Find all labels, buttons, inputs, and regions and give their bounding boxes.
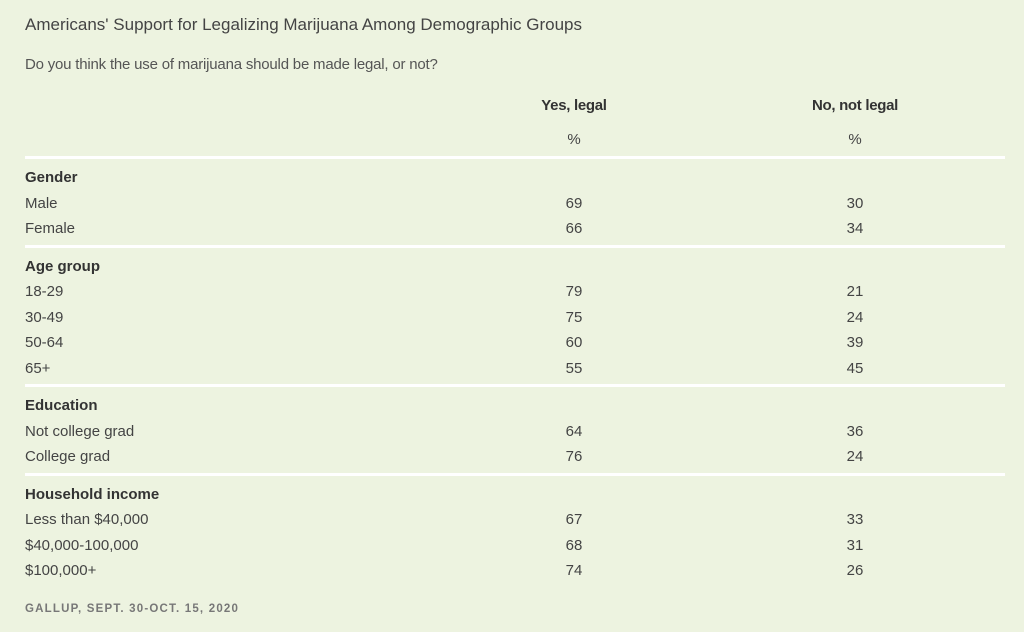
table-group: Education Not college grad 64 36 College gra… (25, 384, 1005, 473)
value-yes-legal: 75 (565, 308, 583, 326)
value-not-legal: 45 (846, 359, 864, 377)
column-unit-no: % (848, 131, 862, 148)
column-header-no: No, not legal (811, 97, 899, 114)
data-table: Gender Male 69 30 Female 66 34 Age group 18-29 79… (25, 156, 1005, 587)
table-group: Age group 18-29 79 21 30-49 75 24 50-64 60 39 65+ 5… (25, 244, 1005, 385)
group-heading: Education (25, 397, 98, 414)
table-subtitle: Do you think the use of marijuana should… (25, 56, 438, 73)
table-group: Gender Male 69 30 Female 66 34 (25, 156, 1005, 245)
table-row: College grad 76 24 (25, 444, 1005, 470)
value-not-legal: 31 (846, 536, 864, 554)
table-row: Female 66 34 (25, 216, 1005, 242)
row-label: 65+ (25, 359, 51, 377)
table-row: 50-64 60 39 (25, 330, 1005, 356)
value-yes-legal: 79 (565, 283, 583, 300)
table-row: 30-49 75 24 (25, 305, 1005, 331)
value-not-legal: 21 (846, 283, 864, 300)
row-label: 30-49 (25, 308, 64, 326)
row-label: Not college grad (25, 422, 135, 440)
value-not-legal: 33 (846, 511, 864, 528)
row-label: Female (25, 220, 76, 237)
row-label: College grad (25, 448, 111, 465)
value-not-legal: 24 (846, 308, 864, 326)
group-heading: Gender (25, 169, 78, 186)
table-row: 18-29 79 21 (25, 279, 1005, 305)
value-yes-legal: 64 (565, 422, 583, 440)
row-label: Male (25, 194, 58, 212)
table-row: 65+ 55 45 (25, 356, 1005, 382)
table-title: Americans' Support for Legalizing Mariju… (25, 15, 582, 34)
table-row: $40,000-100,000 68 31 (25, 533, 1005, 559)
table-group: Household income Less than $40,000 67 33 $40… (25, 472, 1005, 587)
value-yes-legal: 66 (565, 220, 583, 237)
table-row: Not college grad 64 36 (25, 419, 1005, 445)
value-yes-legal: 74 (565, 562, 583, 579)
value-not-legal: 34 (846, 220, 864, 237)
value-yes-legal: 76 (565, 448, 583, 465)
row-label: $40,000-100,000 (25, 536, 139, 554)
row-label: 50-64 (25, 334, 64, 351)
value-yes-legal: 69 (565, 194, 583, 212)
value-yes-legal: 55 (565, 359, 583, 377)
value-not-legal: 24 (846, 448, 864, 465)
column-header-yes: Yes, legal (541, 97, 607, 114)
value-yes-legal: 68 (565, 536, 583, 554)
row-label: 18-29 (25, 283, 64, 300)
table-row: Male 69 30 (25, 191, 1005, 217)
value-yes-legal: 60 (565, 334, 583, 351)
value-not-legal: 36 (846, 422, 864, 440)
group-heading: Household income (25, 485, 160, 503)
row-label: Less than $40,000 (25, 511, 149, 528)
source-note: GALLUP, SEPT. 30-OCT. 15, 2020 (25, 603, 240, 615)
value-not-legal: 30 (846, 194, 864, 212)
value-not-legal: 39 (846, 334, 864, 351)
table-row: $100,000+ 74 26 (25, 558, 1005, 584)
row-label: $100,000+ (25, 562, 97, 579)
table-row: Less than $40,000 67 33 (25, 507, 1005, 533)
value-yes-legal: 67 (565, 511, 583, 528)
column-unit-yes: % (567, 131, 581, 148)
value-not-legal: 26 (846, 562, 864, 579)
group-heading: Age group (25, 257, 100, 275)
